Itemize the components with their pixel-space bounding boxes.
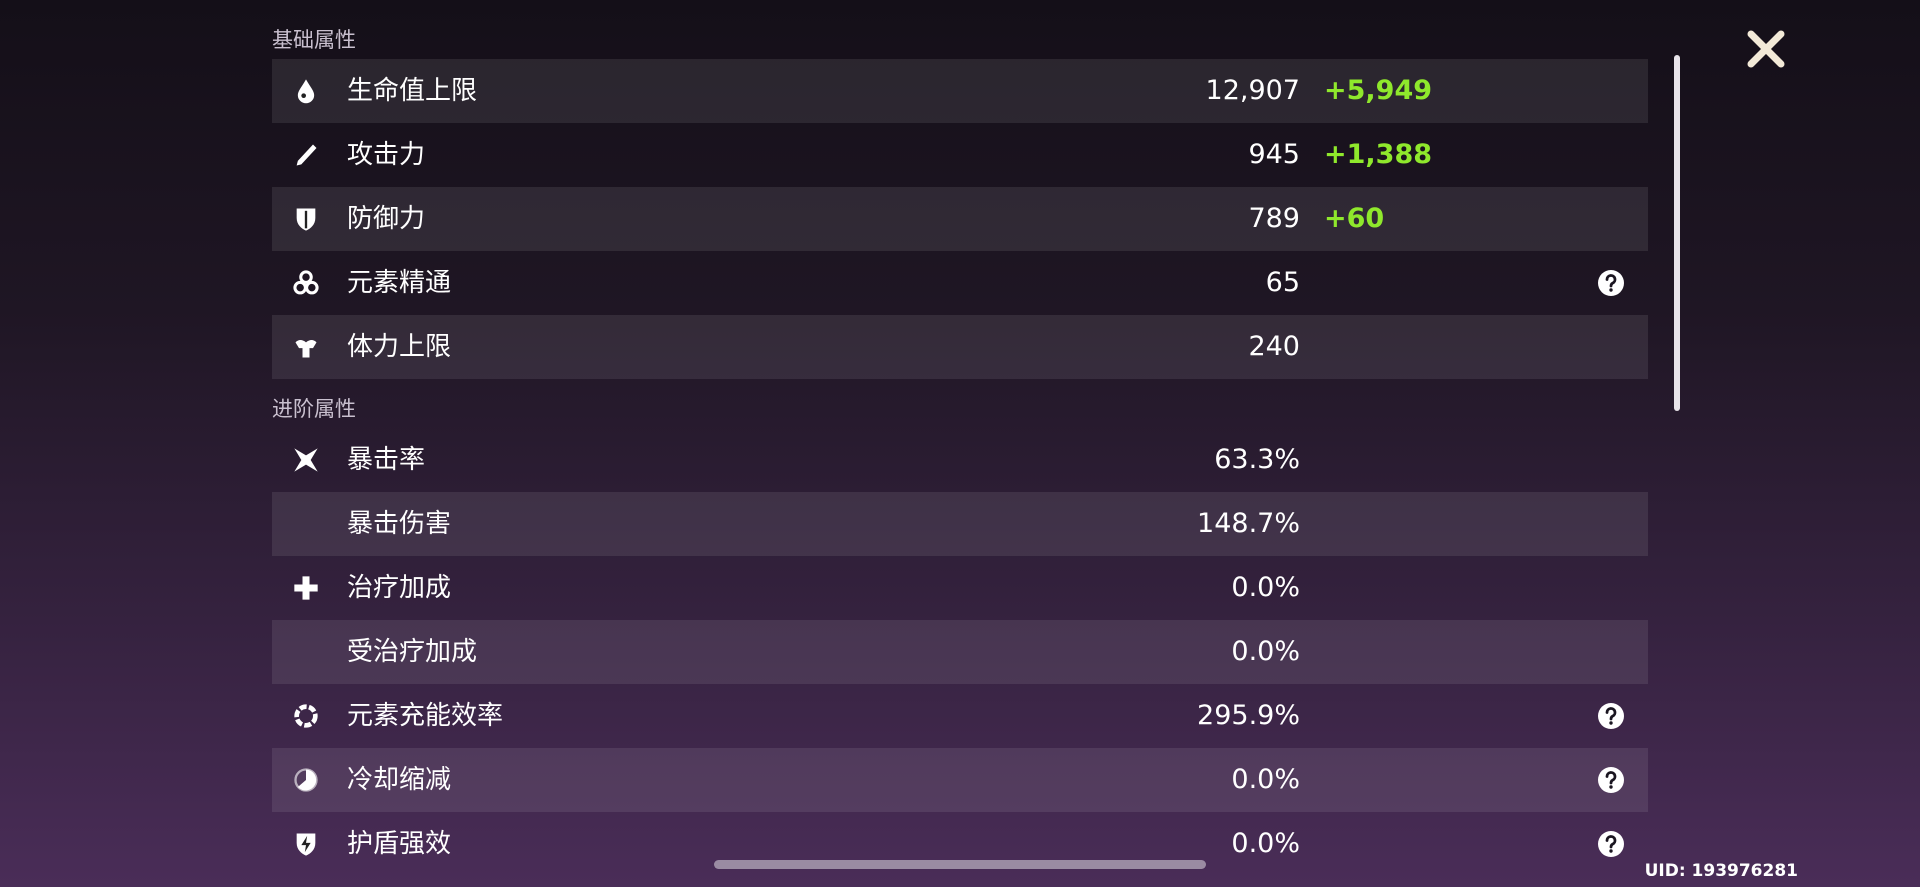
stat-row: 元素充能效率 295.9% xyxy=(0,684,1920,748)
help-button[interactable] xyxy=(1597,766,1625,794)
stat-label: 治疗加成 xyxy=(347,573,452,603)
row-background xyxy=(272,59,1648,123)
stat-label: 元素精通 xyxy=(347,268,452,298)
stat-icon xyxy=(292,702,320,730)
home-indicator xyxy=(714,860,1206,869)
stat-value: 0.0% xyxy=(1231,828,1300,859)
stat-bonus: +1,388 xyxy=(1324,139,1433,170)
stat-icon xyxy=(292,830,320,858)
stat-icon xyxy=(292,333,320,361)
stat-row: 暴击伤害 148.7% xyxy=(0,492,1920,556)
stat-value: 148.7% xyxy=(1197,508,1300,539)
row-background xyxy=(272,556,1648,620)
stat-value: 65 xyxy=(1265,267,1300,298)
stat-value: 295.9% xyxy=(1197,700,1300,731)
scrollbar[interactable] xyxy=(1674,55,1680,411)
stat-label: 暴击率 xyxy=(347,445,426,475)
stat-icon xyxy=(292,574,320,602)
stat-icon xyxy=(292,269,320,297)
stat-row: 元素精通 65 xyxy=(0,251,1920,315)
stat-bonus: +60 xyxy=(1324,203,1385,234)
section-title: 进阶属性 xyxy=(272,397,356,421)
help-button[interactable] xyxy=(1597,830,1625,858)
stat-value: 240 xyxy=(1248,331,1300,362)
stat-row: 冷却缩减 0.0% xyxy=(0,748,1920,812)
section-title: 基础属性 xyxy=(272,28,356,52)
row-background xyxy=(272,187,1648,251)
stat-value: 0.0% xyxy=(1231,572,1300,603)
row-background xyxy=(272,748,1648,812)
stat-label: 生命值上限 xyxy=(347,76,478,106)
close-button[interactable] xyxy=(1745,28,1787,70)
stat-row: 暴击率 63.3% xyxy=(0,428,1920,492)
help-button[interactable] xyxy=(1597,269,1625,297)
row-background xyxy=(272,428,1648,492)
stat-value: 63.3% xyxy=(1214,444,1300,475)
stat-row: 生命值上限 12,907 +5,949 xyxy=(0,59,1920,123)
row-background xyxy=(272,492,1648,556)
stat-row: 治疗加成 0.0% xyxy=(0,556,1920,620)
stat-value: 0.0% xyxy=(1231,764,1300,795)
stat-row: 体力上限 240 xyxy=(0,315,1920,379)
stat-label: 体力上限 xyxy=(347,332,452,362)
stat-icon xyxy=(292,766,320,794)
help-button[interactable] xyxy=(1597,702,1625,730)
stat-icon xyxy=(292,77,320,105)
stat-label: 防御力 xyxy=(347,204,426,234)
stat-label: 护盾强效 xyxy=(347,829,452,859)
stat-bonus: +5,949 xyxy=(1324,75,1433,106)
uid: UID: 193976281 xyxy=(1644,861,1798,881)
stat-row: 受治疗加成 0.0% xyxy=(0,620,1920,684)
stat-value: 945 xyxy=(1248,139,1300,170)
stat-label: 冷却缩减 xyxy=(347,765,452,795)
row-background xyxy=(272,251,1648,315)
stat-icon xyxy=(292,446,320,474)
stat-row: 护盾强效 0.0% xyxy=(0,812,1920,876)
row-background xyxy=(272,315,1648,379)
stat-icon xyxy=(292,205,320,233)
stat-value: 789 xyxy=(1248,203,1300,234)
stat-label: 攻击力 xyxy=(347,140,426,170)
stat-label: 受治疗加成 xyxy=(347,637,478,667)
row-background xyxy=(272,620,1648,684)
row-background xyxy=(272,123,1648,187)
stat-row: 攻击力 945 +1,388 xyxy=(0,123,1920,187)
stat-label: 暴击伤害 xyxy=(347,509,452,539)
stat-label: 元素充能效率 xyxy=(347,701,504,731)
stat-value: 12,907 xyxy=(1205,75,1300,106)
stat-icon xyxy=(292,141,320,169)
stat-value: 0.0% xyxy=(1231,636,1300,667)
stat-row: 防御力 789 +60 xyxy=(0,187,1920,251)
